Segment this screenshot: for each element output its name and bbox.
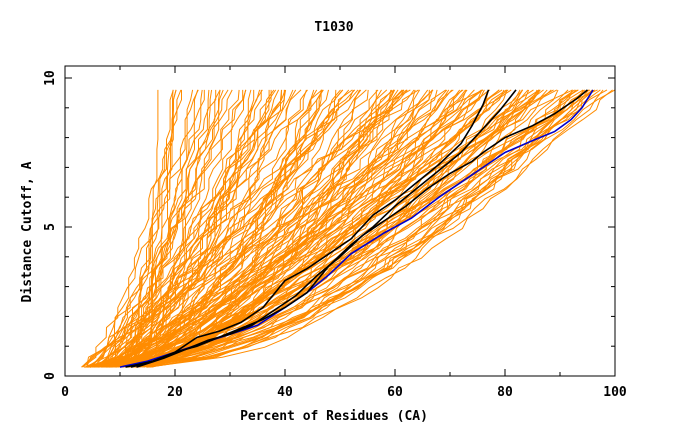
model-curve bbox=[104, 89, 275, 368]
x-tick-label: 80 bbox=[497, 385, 513, 400]
model-curve bbox=[89, 89, 559, 368]
model-curve bbox=[122, 89, 482, 368]
x-tick-labels: 0 20 40 60 80 100 bbox=[61, 385, 627, 400]
model-curve bbox=[119, 89, 438, 368]
model-curve bbox=[146, 89, 541, 368]
model-curve bbox=[150, 89, 244, 368]
model-curve bbox=[149, 89, 544, 368]
y-axis-label: Distance Cutoff, A bbox=[20, 161, 35, 302]
model-curve bbox=[106, 89, 199, 368]
x-tick-label: 40 bbox=[277, 385, 293, 400]
model-curve bbox=[88, 89, 484, 368]
model-curve bbox=[115, 89, 247, 368]
model-curve bbox=[104, 89, 302, 368]
model-curve bbox=[112, 89, 574, 368]
model-curve bbox=[108, 89, 608, 368]
model-curve bbox=[107, 89, 433, 368]
model-curve bbox=[109, 89, 601, 368]
series-line bbox=[136, 89, 589, 368]
series-line bbox=[125, 89, 490, 368]
model-curve bbox=[123, 89, 475, 368]
plot-area bbox=[64, 65, 616, 377]
x-tick-label: 20 bbox=[167, 385, 183, 400]
model-curve bbox=[90, 89, 399, 368]
model-curve bbox=[85, 89, 464, 368]
model-curve bbox=[92, 89, 411, 368]
model-curve bbox=[85, 89, 294, 368]
y-tick-label: 10 bbox=[43, 70, 58, 86]
model-curve bbox=[106, 89, 591, 368]
x-tick-label: 100 bbox=[603, 385, 627, 400]
model-curve bbox=[81, 89, 419, 368]
model-curve bbox=[86, 89, 356, 368]
model-curve bbox=[122, 89, 507, 368]
model-curve bbox=[135, 89, 604, 368]
model-curve bbox=[106, 89, 586, 368]
model-curve bbox=[148, 89, 395, 368]
model-curve bbox=[128, 89, 596, 368]
model-curve bbox=[128, 89, 616, 368]
y-tick-labels: 0 5 10 bbox=[43, 70, 58, 380]
model-curve bbox=[104, 89, 287, 368]
model-curve bbox=[81, 89, 512, 368]
model-curve bbox=[100, 89, 308, 368]
model-curve bbox=[99, 89, 362, 368]
model-curve bbox=[82, 89, 205, 368]
chart-title: T1030 bbox=[314, 20, 353, 35]
model-curve bbox=[86, 89, 323, 368]
model-curve bbox=[114, 89, 575, 368]
model-curve bbox=[147, 89, 573, 368]
model-curve bbox=[98, 89, 270, 368]
model-curve bbox=[109, 89, 359, 368]
x-axis-label: Percent of Residues (CA) bbox=[240, 409, 428, 424]
x-tick-label: 60 bbox=[387, 385, 403, 400]
highlight-series bbox=[119, 89, 594, 368]
model-curve bbox=[86, 89, 247, 368]
model-curve bbox=[90, 89, 613, 368]
x-tick-label: 0 bbox=[61, 385, 69, 400]
model-curve bbox=[90, 89, 233, 368]
axis-ticks bbox=[64, 66, 616, 377]
model-curve bbox=[112, 89, 593, 368]
model-curve bbox=[137, 89, 598, 368]
y-tick-label: 0 bbox=[43, 372, 58, 380]
model-curve bbox=[126, 89, 329, 368]
y-tick-label: 5 bbox=[43, 223, 58, 231]
model-bundle bbox=[81, 89, 616, 368]
